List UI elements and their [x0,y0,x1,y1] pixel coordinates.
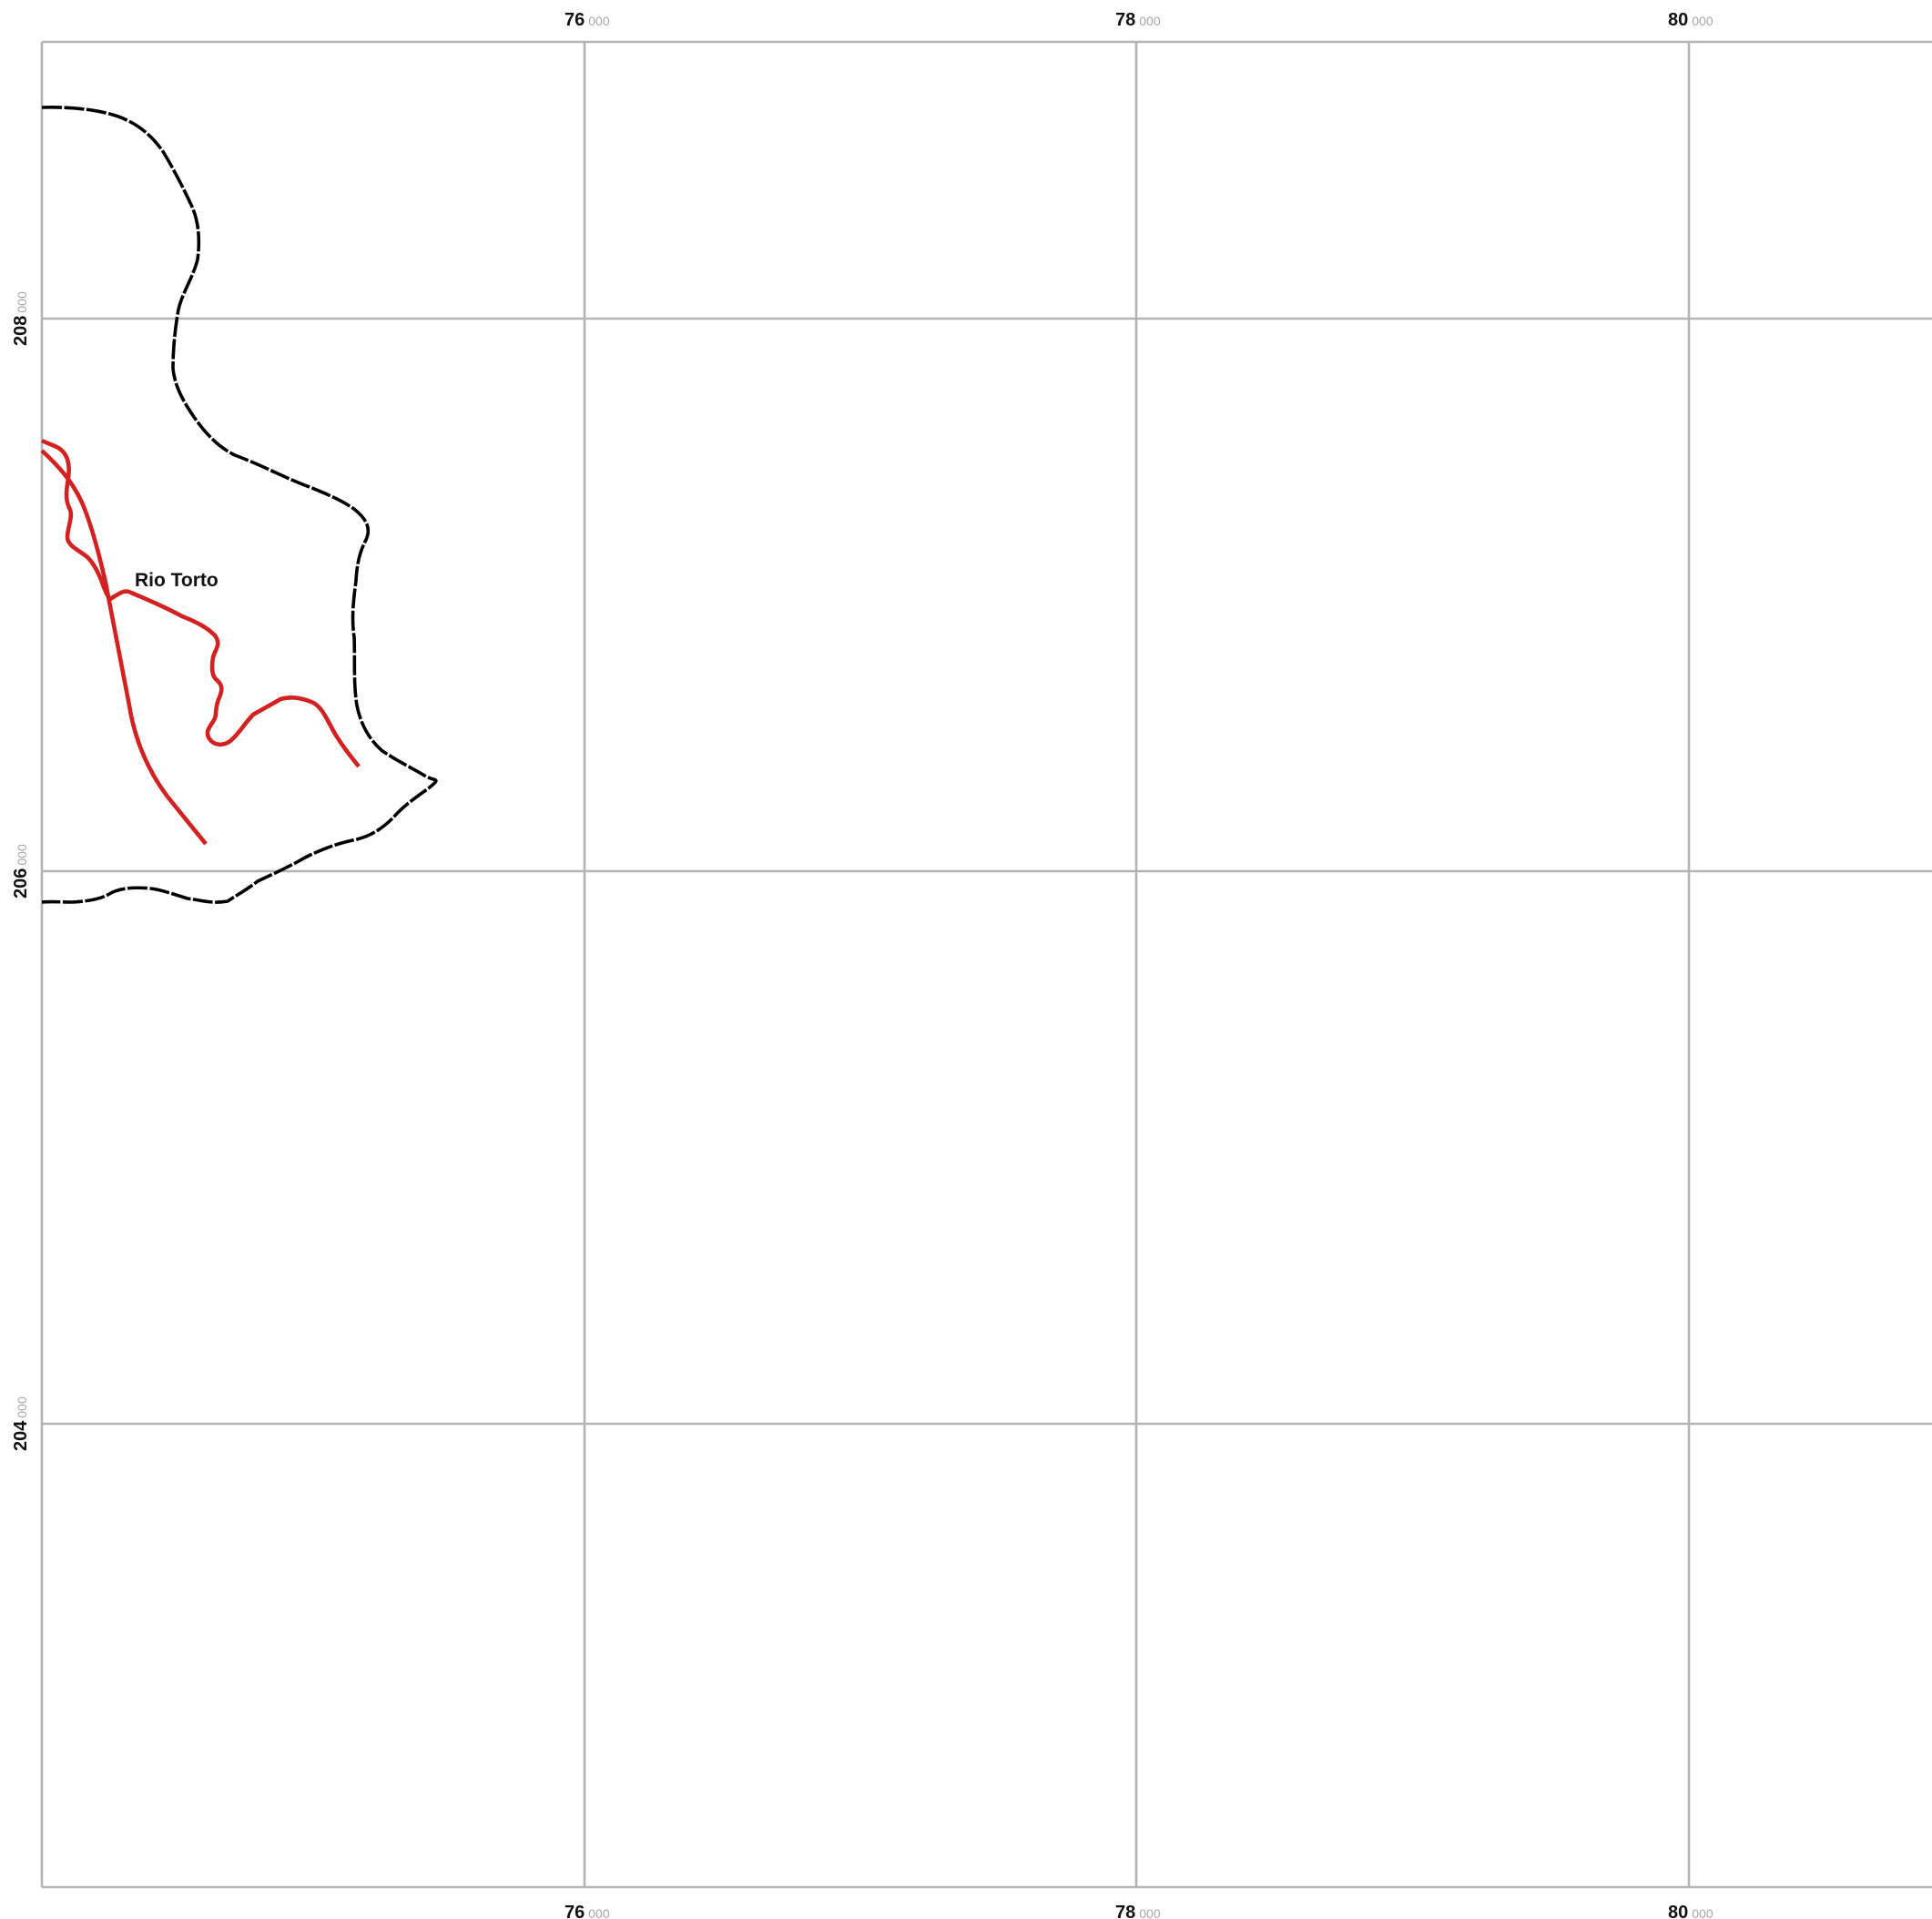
y-axis-left-labels: 208000 206000 204000 [11,291,31,1451]
x-tick-bottom-80000: 80 000 [1668,1903,1713,1919]
x-tick-bottom-78000-major: 78 [1115,1903,1135,1919]
x-tick-top-80000: 80 000 [1668,10,1713,30]
x-axis-top-labels: 76 000 78 000 80 000 [564,10,1713,30]
x-tick-top-78000-major: 78 [1115,10,1135,30]
x-tick-bottom-78000: 78 000 [1115,1903,1161,1919]
x-tick-bottom-78000-minor: 000 [1139,1906,1161,1919]
x-tick-bottom-80000-minor: 000 [1692,1906,1713,1919]
y-tick-206000: 206000 [11,844,31,899]
river-label: Rio Torto [135,570,219,591]
x-tick-top-78000-minor: 000 [1139,14,1161,28]
y-tick-208000: 208000 [11,291,31,346]
y-tick-206000-major: 206 [11,868,31,899]
map-grid [40,40,1932,1889]
river-main-stem[interactable] [40,449,208,846]
x-tick-top-76000-minor: 000 [588,14,610,28]
x-tick-bottom-80000-major: 80 [1668,1903,1688,1919]
x-axis-bottom-labels: 76 000 78 000 80 000 [564,1903,1713,1919]
river-meandering-branch[interactable] [40,438,361,768]
x-tick-top-76000-major: 76 [564,10,585,30]
y-tick-206000-minor: 000 [15,844,29,866]
y-tick-204000: 204000 [11,1396,31,1451]
x-tick-bottom-76000: 76 000 [564,1903,610,1919]
x-tick-bottom-76000-minor: 000 [588,1906,610,1919]
administrative-boundary[interactable] [41,106,438,904]
y-tick-204000-minor: 000 [15,1396,29,1418]
y-tick-208000-minor: 000 [15,291,29,313]
x-tick-bottom-76000-major: 76 [564,1903,585,1919]
rio-torto-river[interactable]: Rio Torto [40,438,361,846]
x-tick-top-78000: 78 000 [1115,10,1161,30]
x-tick-top-80000-minor: 000 [1692,14,1713,28]
y-tick-204000-major: 204 [11,1420,31,1451]
x-tick-top-76000: 76 000 [564,10,610,30]
y-tick-208000-major: 208 [11,316,31,346]
x-tick-top-80000-major: 80 [1668,10,1688,30]
